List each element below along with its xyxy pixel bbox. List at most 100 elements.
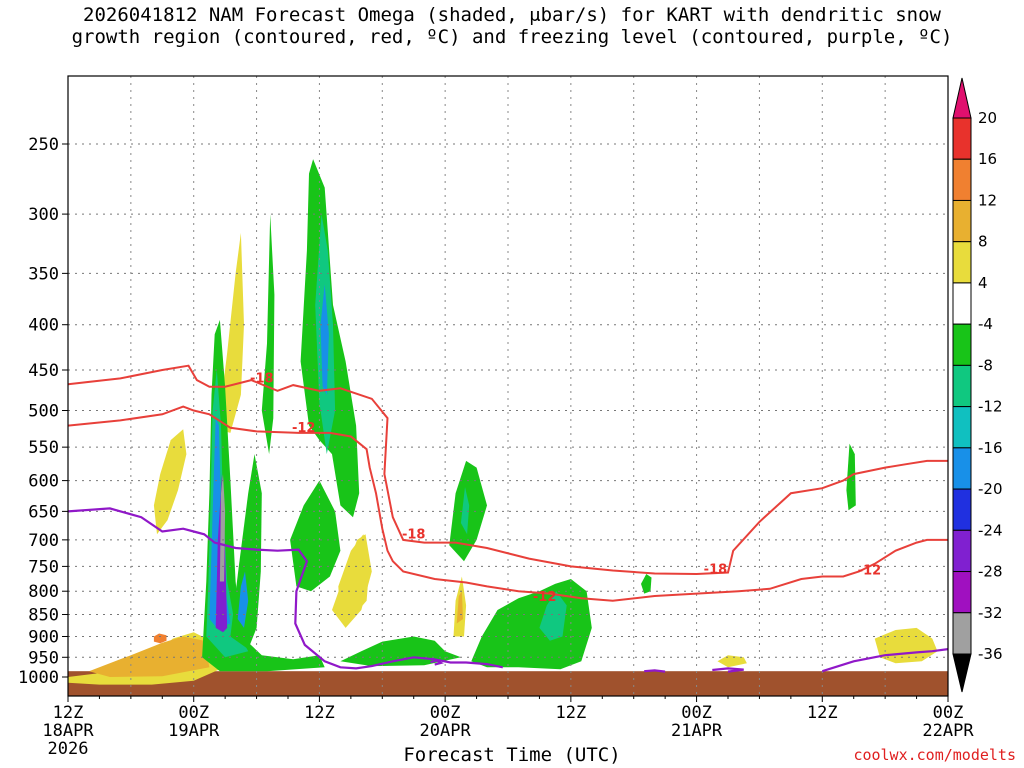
colorbar-label-2: 12 xyxy=(978,191,997,209)
colorbar-band-7 xyxy=(952,406,972,449)
y-tick-label-600: 600 xyxy=(28,472,59,492)
freezing-level-fragment-2 xyxy=(712,667,744,673)
x-axis-title: Forecast Time (UTC) xyxy=(403,744,621,766)
omega-region-11 xyxy=(237,571,249,628)
omega-region-5 xyxy=(202,319,325,672)
colorbar-label-6: -8 xyxy=(978,356,993,374)
y-tick-label-850: 850 xyxy=(28,606,59,626)
title-line-2: growth region (contoured, red, ºC) and f… xyxy=(71,26,953,48)
contour-label-3: -18 xyxy=(704,562,728,577)
omega-shading-layer xyxy=(68,159,938,685)
colorbar-bottom-arrow xyxy=(952,653,972,693)
x-tick-label-48-0: 12Z xyxy=(555,703,586,723)
colorbar-band-0 xyxy=(952,117,972,160)
omega-region-10 xyxy=(230,454,262,650)
colorbar-label-8: -16 xyxy=(978,439,1003,457)
omega-region-12 xyxy=(261,214,275,455)
colorbar-label-0: 20 xyxy=(978,109,997,127)
y-tick-label-350: 350 xyxy=(28,264,59,284)
y-tick-label-500: 500 xyxy=(28,402,59,422)
colorbar-label-13: -36 xyxy=(978,645,1003,663)
colorbar-label-7: -12 xyxy=(978,398,1003,416)
y-tick-label-550: 550 xyxy=(28,438,59,458)
y-tick-label-1000: 1000 xyxy=(18,668,59,688)
x-tick-label-0-1: 18APR xyxy=(42,721,94,741)
contour-label-0: -18 xyxy=(250,371,274,386)
y-tick-label-900: 900 xyxy=(28,627,59,647)
x-tick-label-36-0: 00Z xyxy=(430,703,461,723)
freezing-level-fragment-3 xyxy=(821,648,948,673)
y-tick-label-750: 750 xyxy=(28,557,59,577)
colorbar-top-arrow xyxy=(952,77,972,119)
grid-layer xyxy=(68,76,948,696)
colorbar-label-12: -32 xyxy=(978,604,1003,622)
colorbar-band-4 xyxy=(952,282,972,325)
colorbar-label-3: 8 xyxy=(978,233,988,251)
x-tick-label-24-0: 12Z xyxy=(304,703,335,723)
contour-label-5: -12 xyxy=(858,563,882,578)
colorbar-band-8 xyxy=(952,447,972,490)
contour-label-1: -12 xyxy=(292,421,316,436)
y-tick-label-300: 300 xyxy=(28,205,59,225)
colorbar-band-12 xyxy=(952,612,972,655)
dgz-contour--18-0 xyxy=(68,364,948,576)
x-tick-label-12-1: 19APR xyxy=(168,721,220,741)
x-tick-label-12-0: 00Z xyxy=(178,703,209,723)
x-tick-label-60-0: 00Z xyxy=(681,703,712,723)
contour-label-2: -18 xyxy=(402,527,426,542)
omega-region-3 xyxy=(153,429,187,535)
x-tick-label-72-0: 12Z xyxy=(807,703,838,723)
y-tick-label-700: 700 xyxy=(28,531,59,551)
title-line-1: 2026041812 NAM Forecast Omega (shaded, μ… xyxy=(83,4,941,26)
y-tick-label-950: 950 xyxy=(28,648,59,668)
colorbar-band-9 xyxy=(952,488,972,531)
colorbar-band-6 xyxy=(952,364,972,408)
y-tick-label-400: 400 xyxy=(28,316,59,336)
colorbar-band-5 xyxy=(952,323,972,366)
x-tick-label-84-1: 22APR xyxy=(922,721,974,741)
y-tick-label-450: 450 xyxy=(28,361,59,381)
omega-region-18 xyxy=(332,534,372,628)
ground-area xyxy=(68,671,948,696)
omega-region-26 xyxy=(641,574,652,594)
omega-region-15 xyxy=(320,284,329,395)
colorbar-band-10 xyxy=(952,529,972,573)
omega-region-28 xyxy=(846,443,856,511)
freezing-level-contour xyxy=(68,507,504,670)
x-tick-label-0-0: 12Z xyxy=(53,703,84,723)
x-tick-label-0-2: 2026 xyxy=(48,739,89,759)
y-tick-label-250: 250 xyxy=(28,135,59,155)
ground-layer xyxy=(68,671,948,696)
omega-region-23 xyxy=(456,591,463,624)
colorbar-band-11 xyxy=(952,571,972,614)
colorbar-band-3 xyxy=(952,241,972,284)
omega-region-29 xyxy=(874,627,938,664)
dgz-contour--12-1 xyxy=(68,405,948,602)
omega-region-21 xyxy=(460,487,470,535)
omega-region-2 xyxy=(153,633,167,644)
y-tick-label-650: 650 xyxy=(28,502,59,522)
y-tick-label-800: 800 xyxy=(28,582,59,602)
colorbar-label-1: 16 xyxy=(978,150,997,168)
y-axis: 2503003504004505005506006507007508008509… xyxy=(18,135,68,688)
omega-region-16 xyxy=(290,480,341,592)
colorbar-label-11: -28 xyxy=(978,563,1003,581)
freezing-level-fragment-1 xyxy=(644,669,666,673)
x-tick-label-36-1: 20APR xyxy=(420,721,472,741)
omega-region-9 xyxy=(219,474,226,582)
colorbar-label-10: -24 xyxy=(978,521,1003,539)
omega-region-25 xyxy=(539,591,567,641)
colorbar-label-4: 4 xyxy=(978,274,988,292)
colorbar-band-1 xyxy=(952,158,972,201)
contour-label-4: -12 xyxy=(533,590,557,605)
colorbar-band-2 xyxy=(952,199,972,243)
contour-layer: -18 -12 -18 -18 -12 -12 xyxy=(68,364,948,673)
colorbar: 20 16 12 8 4 -4 -8 -12 -16 -20 -24 -28 -32 -36 xyxy=(952,77,1003,693)
omega-region-1 xyxy=(89,636,210,677)
colorbar-label-5: -4 xyxy=(978,315,993,333)
colorbar-label-9: -20 xyxy=(978,480,1003,498)
freezing-level-fragment-0 xyxy=(430,659,444,666)
credit-text: coolwx.com/modelts xyxy=(853,746,1016,764)
